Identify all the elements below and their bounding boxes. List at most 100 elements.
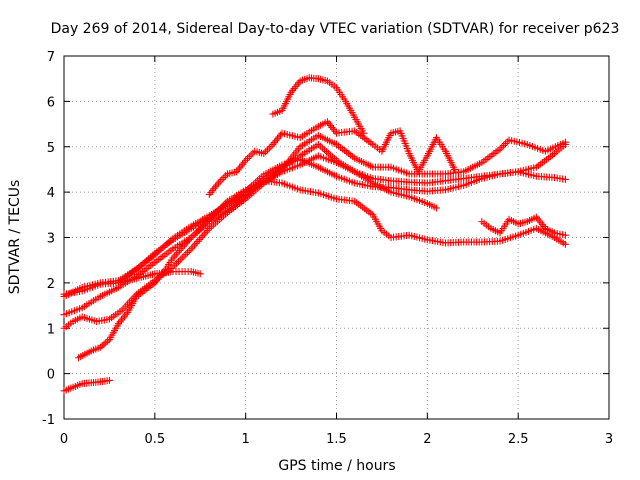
data-point — [325, 120, 333, 128]
data-point — [104, 337, 112, 345]
data-point — [171, 252, 179, 260]
data-point — [267, 142, 275, 150]
data-point — [200, 230, 208, 238]
data-point — [182, 250, 190, 258]
x-axis-label: GPS time / hours — [278, 458, 395, 474]
y-tick-label: 2 — [47, 277, 55, 292]
data-point — [100, 340, 108, 348]
data-point — [275, 133, 283, 141]
data-point — [189, 243, 197, 251]
data-point — [561, 175, 569, 183]
data-point — [561, 138, 569, 146]
y-tick-label: 3 — [47, 232, 55, 247]
data-point — [501, 140, 509, 148]
data-point — [329, 125, 337, 133]
data-point — [360, 129, 368, 137]
data-point — [240, 158, 248, 166]
data-point — [245, 153, 253, 161]
data-point — [270, 139, 278, 147]
data-point — [273, 135, 281, 143]
data-point — [503, 138, 511, 146]
data-point — [538, 221, 546, 229]
y-tick-label: -1 — [42, 413, 55, 428]
data-point — [180, 252, 188, 260]
data-point — [119, 314, 127, 322]
data-point — [176, 256, 184, 264]
data-series-track-9 — [60, 376, 113, 395]
x-tick-label: 0 — [60, 432, 68, 447]
data-point — [265, 144, 273, 152]
data-point — [263, 146, 271, 154]
data-point — [187, 245, 195, 253]
data-point — [208, 187, 216, 195]
y-tick-label: 5 — [47, 141, 55, 156]
data-point — [290, 85, 298, 93]
data-point — [498, 143, 506, 151]
data-point — [218, 175, 226, 183]
data-point — [331, 127, 339, 135]
data-point — [561, 240, 569, 248]
data-point — [540, 223, 548, 231]
data-point — [197, 234, 205, 242]
data-point — [293, 81, 301, 89]
data-point — [207, 189, 215, 197]
data-point — [236, 164, 244, 172]
data-series-track-8 — [115, 268, 204, 287]
data-series-track-10 — [478, 213, 569, 239]
data-point — [196, 270, 204, 278]
data-point — [534, 215, 542, 223]
grid — [64, 56, 609, 419]
data-point — [154, 275, 162, 283]
x-tick-label: 1 — [242, 432, 250, 447]
data-point — [210, 185, 218, 193]
data-point — [192, 239, 200, 247]
data-point — [178, 254, 186, 262]
x-tick-label: 2.5 — [508, 432, 529, 447]
data-point — [216, 177, 224, 185]
data-point — [276, 131, 284, 139]
data-point — [249, 149, 257, 157]
data-point — [214, 179, 222, 187]
data-point — [537, 219, 545, 227]
data-point — [185, 247, 193, 255]
data-point — [247, 151, 255, 159]
y-axis-label: SDTVAR / TECUs — [7, 180, 23, 295]
y-tick-label: 7 — [47, 50, 55, 65]
data-point — [269, 140, 277, 148]
data-point — [328, 123, 336, 131]
data-point — [211, 183, 219, 191]
data-point — [237, 162, 245, 170]
y-tick-label: 0 — [47, 368, 55, 383]
x-tick-label: 3 — [605, 432, 613, 447]
data-point — [199, 232, 207, 240]
data-point — [292, 83, 300, 91]
axis-ticks: 0 0.5 1 1.5 2 2.5 3 -1 0 1 2 3 4 5 6 7 — [42, 50, 613, 447]
data-point — [243, 155, 251, 163]
data-point — [500, 141, 508, 149]
data-point — [451, 165, 459, 173]
y-tick-label: 1 — [47, 322, 55, 337]
data-points — [60, 74, 569, 395]
data-point — [561, 231, 569, 239]
data-point — [118, 316, 126, 324]
data-point — [102, 339, 110, 347]
data-point — [121, 312, 129, 320]
data-point — [190, 241, 198, 249]
data-point — [242, 156, 250, 164]
data-series-track-5 — [60, 177, 569, 300]
data-series-track-6 — [205, 118, 459, 198]
data-point — [239, 160, 247, 168]
y-tick-label: 6 — [47, 95, 55, 110]
data-point — [172, 250, 180, 258]
x-tick-label: 1.5 — [326, 432, 347, 447]
data-point — [205, 190, 213, 198]
data-series-track-7 — [269, 74, 368, 137]
data-point — [184, 248, 192, 256]
x-tick-label: 0.5 — [144, 432, 165, 447]
x-tick-label: 2 — [423, 432, 431, 447]
data-point — [213, 181, 221, 189]
data-point — [174, 258, 182, 266]
data-point — [194, 237, 202, 245]
data-point — [220, 174, 228, 182]
